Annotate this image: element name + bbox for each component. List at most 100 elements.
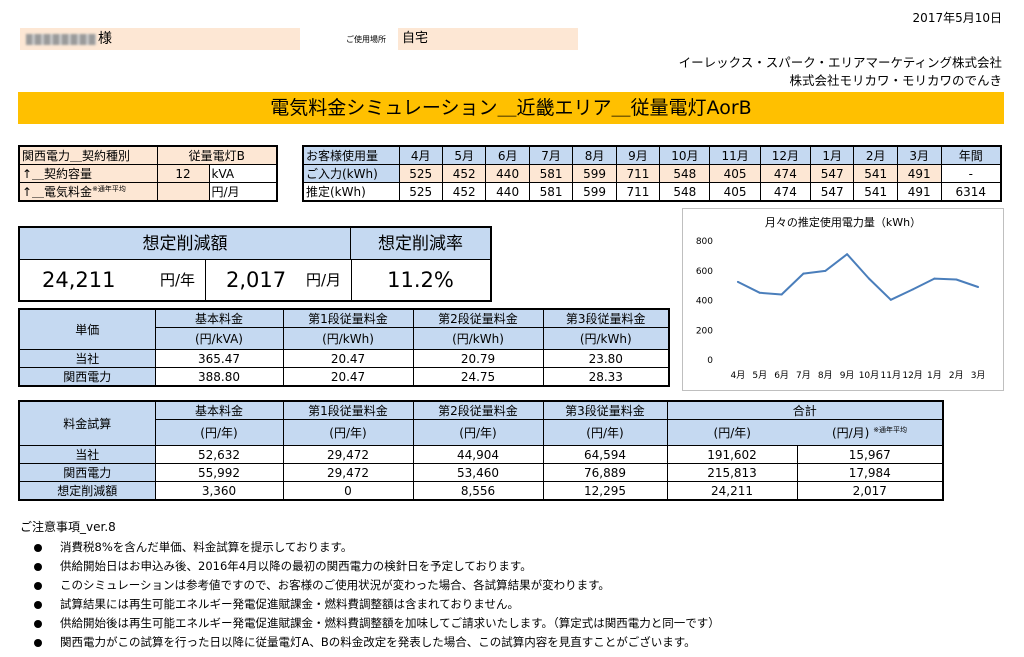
fee-row-header: 料金試算 bbox=[18, 400, 156, 446]
saving-monthly-unit: 円/月 bbox=[306, 271, 342, 289]
fee-cell: 55,992 bbox=[154, 463, 284, 482]
monthly-usage-chart: 月々の推定使用電力量（kWh） 0 200 400 600 800 4月 5月 6月 7月 8月 9月… bbox=[682, 208, 1004, 391]
note-text: 供給開始後は再生可能エネルギー発電促進賦課金・燃料費調整額を加味してご請求いたし… bbox=[60, 616, 720, 630]
x-tick-label: 9月 bbox=[840, 370, 855, 381]
usage-month-header: 5月 bbox=[441, 145, 487, 165]
usage-input-cell: 452 bbox=[441, 164, 487, 183]
fee-row-label: 想定削減額 bbox=[18, 481, 156, 501]
usage-month-header: 7月 bbox=[528, 145, 574, 165]
x-tick-label: 7月 bbox=[796, 370, 811, 381]
usage-month-header: 11月 bbox=[709, 145, 761, 165]
fee-cell: 12,295 bbox=[542, 481, 668, 501]
fee-cell: 8,556 bbox=[412, 481, 544, 501]
unit-price-row-header: 単価 bbox=[18, 308, 156, 350]
usage-estimate-cell: 452 bbox=[441, 182, 487, 202]
usage-data-point bbox=[889, 298, 892, 301]
notes-list: 消費税8%を含んだ単価、料金試算を提示しております。供給開始日はお申込み後、20… bbox=[20, 538, 1010, 652]
usage-input-cell: 547 bbox=[810, 164, 855, 183]
usage-input-cell: 581 bbox=[528, 164, 574, 183]
unit-price-cell: 23.80 bbox=[542, 349, 670, 368]
usage-place-value: 自宅 bbox=[398, 28, 578, 50]
usage-input-total: - bbox=[940, 164, 1002, 183]
note-text: 試算結果には再生可能エネルギー発電促進賦課金・燃料費調整額は含まれておりません。 bbox=[60, 597, 519, 611]
fee-col-name: 第1段従量料金 bbox=[282, 400, 414, 420]
x-tick-label: 4月 bbox=[731, 370, 746, 381]
usage-month-header: 9月 bbox=[615, 145, 661, 165]
unit-price-row-label: 関西電力 bbox=[18, 367, 156, 387]
x-tick-label: 12月 bbox=[902, 370, 922, 381]
unit-price-col-unit: (円/kWh) bbox=[412, 327, 544, 350]
saving-yearly-unit: 円/年 bbox=[160, 271, 196, 289]
company-name-1: イーレックス・スパーク・エリアマーケティング株式会社 bbox=[678, 55, 1002, 70]
usage-estimate-cell: 491 bbox=[896, 182, 942, 202]
fee-cell: 53,460 bbox=[412, 463, 544, 482]
fee-cell: 52,632 bbox=[154, 445, 284, 464]
usage-data-point bbox=[955, 278, 958, 281]
contract-row: 関西電力＿契約種別 従量電灯B bbox=[18, 145, 278, 165]
fee-row-label: 関西電力 bbox=[18, 463, 156, 482]
usage-table: お客様使用量 4月 5月 6月 7月 8月 9月 10月 11月 12月 1月 2月 3月 年間 ご入力… bbox=[302, 145, 1002, 202]
unit-price-col-unit: (円/kVA) bbox=[154, 327, 284, 350]
note-text: 消費税8%を含んだ単価、料金試算を提示しております。 bbox=[60, 540, 353, 554]
usage-data-point bbox=[824, 269, 827, 272]
fee-col-name: 基本料金 bbox=[154, 400, 284, 420]
y-tick-label: 400 bbox=[696, 297, 713, 307]
unit-price-col-unit: (円/kWh) bbox=[282, 327, 414, 350]
usage-estimate-cell: 711 bbox=[615, 182, 661, 202]
usage-series-line bbox=[737, 253, 979, 301]
customer-name-redacted bbox=[26, 33, 96, 45]
report-date: 2017年5月10日 bbox=[912, 11, 1002, 25]
usage-estimate-cell: 547 bbox=[810, 182, 855, 202]
fee-col-name: 第2段従量料金 bbox=[412, 400, 544, 420]
unit-price-row: 関西電力 388.80 20.47 24.75 28.33 bbox=[18, 367, 670, 387]
customer-name-field: 様 bbox=[20, 28, 300, 50]
note-item: 供給開始後は再生可能エネルギー発電促進賦課金・燃料費調整額を加味してご請求いたし… bbox=[20, 614, 1010, 633]
fee-row-label: 当社 bbox=[18, 445, 156, 464]
usage-place-label: ご使用場所 bbox=[346, 35, 386, 44]
usage-estimate-label: 推定(kWh) bbox=[302, 182, 400, 202]
usage-header-label: お客様使用量 bbox=[302, 145, 400, 165]
contract-label: ↑＿契約容量 bbox=[18, 164, 158, 183]
chart-svg: 月々の推定使用電力量（kWh） 0 200 400 600 800 4月 5月 6月 7月 8月 9月… bbox=[696, 215, 986, 381]
unit-price-cell: 365.47 bbox=[154, 349, 284, 368]
x-tick-label: 1月 bbox=[927, 370, 942, 381]
note-item: 供給開始日はお申込み後、2016年4月以降の最初の関西電力の検針日を予定しており… bbox=[20, 557, 1010, 576]
bullet-icon bbox=[34, 639, 42, 647]
usage-month-header: 2月 bbox=[853, 145, 898, 165]
fee-cell: 29,472 bbox=[282, 445, 414, 464]
x-tick-label: 6月 bbox=[774, 370, 789, 381]
usage-data-point bbox=[977, 285, 980, 288]
unit-price-cell: 20.47 bbox=[282, 367, 414, 387]
fee-total-unit-year: (円/年) bbox=[666, 419, 797, 446]
fee-total-note: ※通年平均 bbox=[873, 426, 908, 434]
note-item: 関西電力がこの試算を行った日以降に従量電灯A、Bの料金改定を発表した場合、この試… bbox=[20, 633, 1010, 652]
fee-cell: 17,984 bbox=[796, 463, 944, 482]
fee-col-unit: (円/年) bbox=[412, 419, 544, 446]
usage-data-point bbox=[846, 253, 849, 256]
fee-col-name: 第3段従量料金 bbox=[542, 400, 668, 420]
fee-row: 関西電力 55,992 29,472 53,460 76,889 215,813 17,98… bbox=[18, 463, 944, 482]
usage-input-cell: 541 bbox=[853, 164, 898, 183]
usage-data-point bbox=[758, 291, 761, 294]
usage-input-cell: 440 bbox=[485, 164, 530, 183]
usage-estimate-cell: 405 bbox=[709, 182, 761, 202]
bullet-icon bbox=[34, 544, 42, 552]
usage-input-label: ご入力(kWh) bbox=[302, 164, 400, 183]
bullet-icon bbox=[34, 620, 42, 628]
fee-total-unit-month-text: (円/月) bbox=[831, 426, 870, 440]
fee-estimate-table: 料金試算 基本料金 第1段従量料金 第2段従量料金 第3段従量料金 合計 (円/… bbox=[18, 400, 944, 501]
fee-total-unit-month: (円/月) ※通年平均 bbox=[797, 419, 944, 446]
fee-unit-row: (円/年) (円/年) (円/年) (円/年) (円/年) (円/月) ※通年平… bbox=[19, 419, 944, 446]
unit-price-cell: 388.80 bbox=[154, 367, 284, 387]
bullet-icon bbox=[34, 563, 42, 571]
company-name-2: 株式会社モリカワ・モリカワのでんき bbox=[789, 73, 1002, 88]
usage-estimate-cell: 581 bbox=[528, 182, 574, 202]
fee-cell: 76,889 bbox=[542, 463, 668, 482]
usage-data-point bbox=[867, 277, 870, 280]
y-tick-label: 200 bbox=[696, 326, 713, 336]
saving-yearly-value: 24,211 bbox=[42, 268, 116, 292]
chart-title: 月々の推定使用電力量（kWh） bbox=[765, 215, 921, 229]
usage-input-cell: 711 bbox=[615, 164, 661, 183]
usage-estimate-cell: 440 bbox=[485, 182, 530, 202]
fee-row: 当社 52,632 29,472 44,904 64,594 191,602 15,967 bbox=[18, 445, 944, 464]
